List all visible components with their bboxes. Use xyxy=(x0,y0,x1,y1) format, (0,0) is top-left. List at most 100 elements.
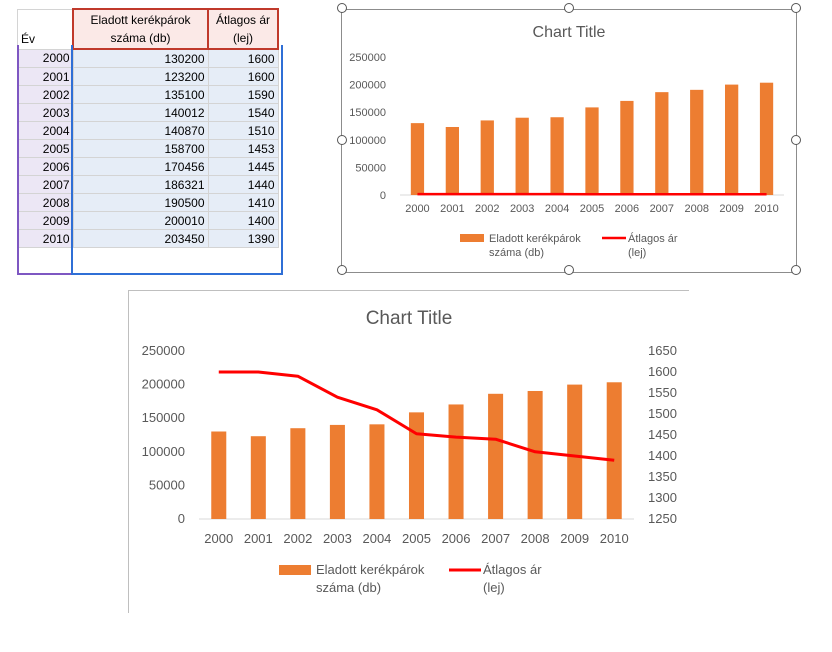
legend-label-bars: Eladott kerékpárok xyxy=(316,562,425,577)
bar xyxy=(250,436,266,519)
cell-year[interactable]: 2010 xyxy=(17,229,74,248)
legend-swatch-bars xyxy=(279,565,311,575)
bar xyxy=(329,424,345,519)
y-tick-label: 100000 xyxy=(142,444,185,459)
cell-year[interactable]: 2002 xyxy=(17,85,74,104)
bar xyxy=(725,84,739,195)
cell-price[interactable]: 1445 xyxy=(207,157,279,176)
chart-resize-handle-ml[interactable] xyxy=(337,135,347,145)
bar xyxy=(759,82,774,195)
bar xyxy=(527,390,543,519)
y2-tick-label: 1450 xyxy=(648,427,677,442)
table-row: 2007 186321 1440 xyxy=(17,175,279,194)
y-tick-label: 150000 xyxy=(349,107,386,119)
x-tick-label: 2008 xyxy=(684,203,708,215)
cell-price[interactable]: 1410 xyxy=(207,193,279,212)
chart-secondary-axis[interactable]: Chart Title 0 50000 100000 150000 200000 25000… xyxy=(128,290,689,613)
chart-resize-handle-tm[interactable] xyxy=(564,3,574,13)
cell-price[interactable]: 1590 xyxy=(207,85,279,104)
cell-year[interactable]: 2000 xyxy=(17,48,74,68)
cell-price[interactable]: 1400 xyxy=(207,211,279,230)
chart-resize-handle-bl[interactable] xyxy=(337,265,347,275)
y-tick-label: 200000 xyxy=(142,377,185,392)
legend-label-bars: száma (db) xyxy=(316,580,381,595)
table-row: 2009 200010 1400 xyxy=(17,211,279,230)
header-avg-price[interactable]: Átlagos ár (lej) xyxy=(207,8,279,50)
table-row: 2002 135100 1590 xyxy=(17,85,279,104)
cell-count[interactable]: 123200 xyxy=(72,67,209,86)
cell-year[interactable]: 2001 xyxy=(17,67,74,86)
cell-price[interactable]: 1453 xyxy=(207,139,279,158)
header-bike-count[interactable]: Eladott kerékpárok száma (db) xyxy=(72,8,209,50)
bar xyxy=(369,424,385,519)
cell-price[interactable]: 1510 xyxy=(207,121,279,140)
chart-resize-handle-tr[interactable] xyxy=(791,3,801,13)
x-tick-label: 2007 xyxy=(650,203,674,215)
bar xyxy=(480,120,494,195)
cell-year[interactable]: 2006 xyxy=(17,157,74,176)
header-count-line2: száma (db) xyxy=(110,31,171,45)
bar xyxy=(290,428,306,519)
y2-tick-label: 1250 xyxy=(648,511,677,526)
chart-secondary-axis-plot: Chart Title 0 50000 100000 150000 200000 25000… xyxy=(142,308,677,595)
y-tick-label: 250000 xyxy=(142,343,185,358)
y2-tick-label: 1500 xyxy=(648,406,677,421)
bar xyxy=(410,123,425,195)
y-tick-label: 200000 xyxy=(349,80,386,92)
cell-count[interactable]: 140012 xyxy=(72,103,209,122)
y-tick-label: 50000 xyxy=(355,162,386,174)
header-year[interactable]: Év xyxy=(17,8,74,50)
cell-count[interactable]: 190500 xyxy=(72,193,209,212)
y2-tick-label: 1350 xyxy=(648,469,677,484)
chart-title: Chart Title xyxy=(533,24,606,41)
header-price-line2: (lej) xyxy=(233,31,253,45)
cell-price[interactable]: 1390 xyxy=(207,229,279,248)
cell-year[interactable]: 2008 xyxy=(17,193,74,212)
cell-count[interactable]: 140870 xyxy=(72,121,209,140)
cell-year[interactable]: 2009 xyxy=(17,211,74,230)
x-tick-label: 2001 xyxy=(440,203,464,215)
legend-label-line: Átlagos ár xyxy=(483,562,542,577)
bar xyxy=(567,384,583,519)
x-tick-label: 2005 xyxy=(402,531,431,546)
chart-resize-handle-bm[interactable] xyxy=(564,265,574,275)
chart-resize-handle-tl[interactable] xyxy=(337,3,347,13)
cell-year[interactable]: 2003 xyxy=(17,103,74,122)
cell-count[interactable]: 186321 xyxy=(72,175,209,194)
bar xyxy=(515,117,529,195)
cell-count[interactable]: 130200 xyxy=(72,48,209,68)
bar xyxy=(585,107,599,195)
cell-price[interactable]: 1600 xyxy=(207,48,279,68)
table-row: 2001 123200 1600 xyxy=(17,67,279,86)
cell-year[interactable]: 2007 xyxy=(17,175,74,194)
chart-resize-handle-mr[interactable] xyxy=(791,135,801,145)
cell-price[interactable]: 1540 xyxy=(207,103,279,122)
x-tick-label: 2002 xyxy=(475,203,499,215)
bar xyxy=(606,382,622,519)
cell-count[interactable]: 200010 xyxy=(72,211,209,230)
cell-year[interactable]: 2004 xyxy=(17,121,74,140)
table-row: 2004 140870 1510 xyxy=(17,121,279,140)
y-tick-label: 250000 xyxy=(349,52,386,64)
table-row: 2010 203450 1390 xyxy=(17,229,279,248)
y2-tick-label: 1550 xyxy=(648,385,677,400)
chart-resize-handle-br[interactable] xyxy=(791,265,801,275)
legend-swatch-bars xyxy=(460,234,484,242)
x-tick-label: 2003 xyxy=(510,203,534,215)
cell-count[interactable]: 135100 xyxy=(72,85,209,104)
cell-price[interactable]: 1440 xyxy=(207,175,279,194)
cell-year[interactable]: 2005 xyxy=(17,139,74,158)
y-tick-label: 50000 xyxy=(149,477,185,492)
y2-tick-label: 1300 xyxy=(648,490,677,505)
cell-count[interactable]: 158700 xyxy=(72,139,209,158)
table-row: 2000 130200 1600 xyxy=(17,48,279,68)
cell-price[interactable]: 1600 xyxy=(207,67,279,86)
chart-single-axis[interactable]: Chart Title 0 50000 100000 150000 200000 25000… xyxy=(341,9,797,273)
table-row: 2006 170456 1445 xyxy=(17,157,279,176)
x-tick-label: 2000 xyxy=(405,203,429,215)
legend-label-bars: száma (db) xyxy=(489,247,544,259)
cell-count[interactable]: 170456 xyxy=(72,157,209,176)
y-tick-label: 100000 xyxy=(349,135,386,147)
bar xyxy=(211,431,227,519)
cell-count[interactable]: 203450 xyxy=(72,229,209,248)
